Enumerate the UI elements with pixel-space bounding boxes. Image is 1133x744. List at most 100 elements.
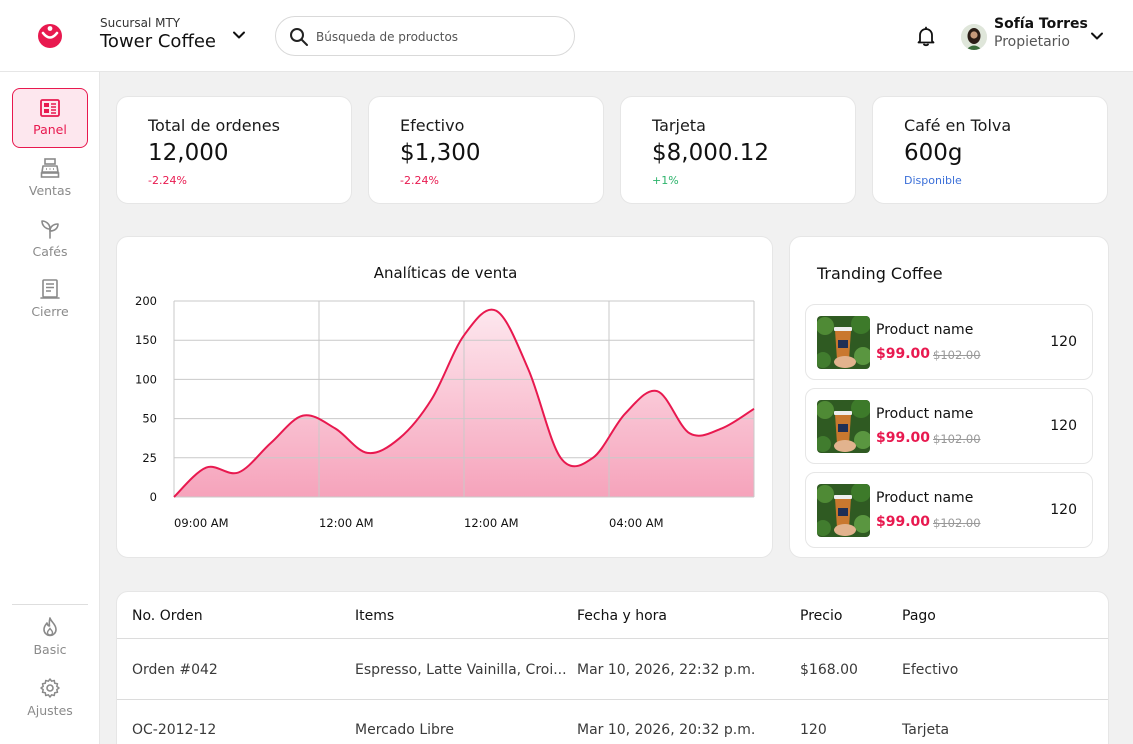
sidebar-item-label: Ventas xyxy=(28,183,72,198)
dashboard-icon xyxy=(40,99,60,117)
product-old-price: $102.00 xyxy=(933,348,981,362)
stat-delta: -2.24% xyxy=(148,174,187,187)
product-price: $99.00 xyxy=(876,346,931,362)
sidebar-divider xyxy=(12,604,88,605)
stat-delta: +1% xyxy=(652,174,679,187)
x-tick-label: 12:00 AM xyxy=(464,516,519,530)
avatar[interactable] xyxy=(961,24,987,50)
stat-value: $8,000.12 xyxy=(652,140,770,166)
sidebar-item-ajustes[interactable]: Ajustes xyxy=(12,668,88,728)
chevron-down-icon[interactable] xyxy=(1089,28,1105,44)
product-price: $99.00 xyxy=(876,514,931,530)
y-tick-label: 150 xyxy=(135,333,157,347)
trending-coffee-card: Tranding Coffee Product name $99.00 $102… xyxy=(789,236,1109,558)
payment-cell: Tarjeta xyxy=(902,722,950,738)
x-tick-label: 12:00 AM xyxy=(319,516,374,530)
product-quantity: 120 xyxy=(1050,418,1077,434)
orders-table: No. Orden Items Fecha y hora Precio Pago… xyxy=(116,591,1109,744)
y-tick-label: 200 xyxy=(135,294,157,308)
search-input[interactable] xyxy=(316,26,556,48)
x-tick-label: 04:00 AM xyxy=(609,516,664,530)
stat-delta: Disponible xyxy=(904,174,962,187)
stat-card-orders: Total de ordenes 12,000 -2.24% xyxy=(116,96,352,204)
y-tick-label: 25 xyxy=(142,451,157,465)
product-image xyxy=(817,400,870,453)
y-tick-label: 50 xyxy=(142,412,157,426)
y-tick-label: 0 xyxy=(150,490,157,504)
branch-subtitle: Sucursal MTY xyxy=(100,16,181,30)
product-image xyxy=(817,484,870,537)
items-cell: Mercado Libre xyxy=(355,722,454,738)
bell-icon[interactable] xyxy=(915,25,937,47)
branch-selector[interactable]: Sucursal MTY Tower Coffee xyxy=(100,16,216,52)
flame-icon xyxy=(43,617,57,637)
sidebar-item-label: Panel xyxy=(33,122,67,137)
product-price: $99.00 xyxy=(876,430,931,446)
user-name: Sofía Torres xyxy=(994,16,1088,32)
stat-card-hopper: Café en Tolva 600g Disponible xyxy=(872,96,1108,204)
stat-card-card: Tarjeta $8,000.12 +1% xyxy=(620,96,856,204)
stat-title: Total de ordenes xyxy=(148,116,280,135)
datetime-cell: Mar 10, 2026, 20:32 p.m. xyxy=(577,722,756,738)
branch-name: Tower Coffee xyxy=(100,31,216,52)
stat-delta: -2.24% xyxy=(400,174,439,187)
search-icon xyxy=(290,28,308,46)
chart-title: Analíticas de venta xyxy=(373,264,518,282)
sidebar-item-label: Cafés xyxy=(32,244,68,259)
trending-product[interactable]: Product name $99.00 $102.00 120 xyxy=(805,304,1093,380)
sidebar-item-basic[interactable]: Basic xyxy=(12,607,88,667)
product-name: Product name xyxy=(876,322,974,338)
product-quantity: 120 xyxy=(1050,334,1077,350)
chart-series-line xyxy=(173,308,755,498)
search-bar[interactable] xyxy=(275,16,575,56)
product-image xyxy=(817,316,870,369)
trending-product[interactable]: Product name $99.00 $102.00 120 xyxy=(805,388,1093,464)
product-old-price: $102.00 xyxy=(933,432,981,446)
user-menu[interactable]: Sofía Torres Propietario xyxy=(994,16,1088,50)
trending-title: Tranding Coffee xyxy=(817,264,943,283)
column-header[interactable]: Items xyxy=(355,608,395,624)
sidebar-item-label: Cierre xyxy=(31,304,69,319)
table-row[interactable]: Orden #042 Espresso, Latte Vainilla, Cro… xyxy=(117,640,1108,700)
product-name: Product name xyxy=(876,406,974,422)
sidebar-item-panel[interactable]: Panel xyxy=(12,88,88,148)
order-id-cell: OC-2012-12 xyxy=(132,722,217,738)
column-header[interactable]: Pago xyxy=(902,608,936,624)
user-role: Propietario xyxy=(994,34,1070,50)
column-header[interactable]: Precio xyxy=(800,608,843,624)
price-cell: 120 xyxy=(800,722,827,738)
brand-logo-icon[interactable] xyxy=(36,22,64,50)
sidebar-item-label: Basic xyxy=(33,642,67,657)
price-cell: $168.00 xyxy=(800,662,858,678)
sidebar-item-label: Ajustes xyxy=(27,703,73,718)
sidebar-item-cafes[interactable]: Cafés xyxy=(12,209,88,269)
column-header[interactable]: Fecha y hora xyxy=(577,608,668,624)
stat-title: Efectivo xyxy=(400,116,465,135)
product-quantity: 120 xyxy=(1050,502,1077,518)
sprout-icon xyxy=(41,220,59,239)
table-header-row: No. Orden Items Fecha y hora Precio Pago xyxy=(117,592,1108,639)
chevron-down-icon[interactable] xyxy=(231,27,247,43)
receipt-icon xyxy=(40,279,60,299)
y-tick-label: 100 xyxy=(135,372,157,386)
stat-value: 600g xyxy=(904,140,963,166)
sidebar-item-ventas[interactable]: Ventas xyxy=(12,148,88,208)
product-name: Product name xyxy=(876,490,974,506)
column-header[interactable]: No. Orden xyxy=(132,608,203,624)
cash-register-icon xyxy=(40,158,60,178)
stat-title: Café en Tolva xyxy=(904,116,1012,135)
table-row[interactable]: OC-2012-12 Mercado Libre Mar 10, 2026, 2… xyxy=(117,700,1108,744)
window-corner xyxy=(1109,720,1133,744)
sales-area-chart: 0 25 50 100 150 200 09:00 AM 12:00 AM 12:00 AM 04… xyxy=(135,294,755,530)
trending-product[interactable]: Product name $99.00 $102.00 120 xyxy=(805,472,1093,548)
top-bar: Sucursal MTY Tower Coffee Sofía Torres P… xyxy=(0,0,1133,72)
gear-icon xyxy=(40,678,60,698)
sales-analytics-card: Analíticas de venta 0 25 50 100 150 200 09:00 … xyxy=(116,236,773,558)
stat-card-cash: Efectivo $1,300 -2.24% xyxy=(368,96,604,204)
stat-value: 12,000 xyxy=(148,140,229,166)
stat-title: Tarjeta xyxy=(652,116,706,135)
sidebar-item-cierre[interactable]: Cierre xyxy=(12,269,88,329)
datetime-cell: Mar 10, 2026, 22:32 p.m. xyxy=(577,662,756,678)
items-cell: Espresso, Latte Vainilla, Croi... xyxy=(355,662,567,678)
sidebar: Panel Ventas Cafés Cierre Basic xyxy=(0,72,100,744)
